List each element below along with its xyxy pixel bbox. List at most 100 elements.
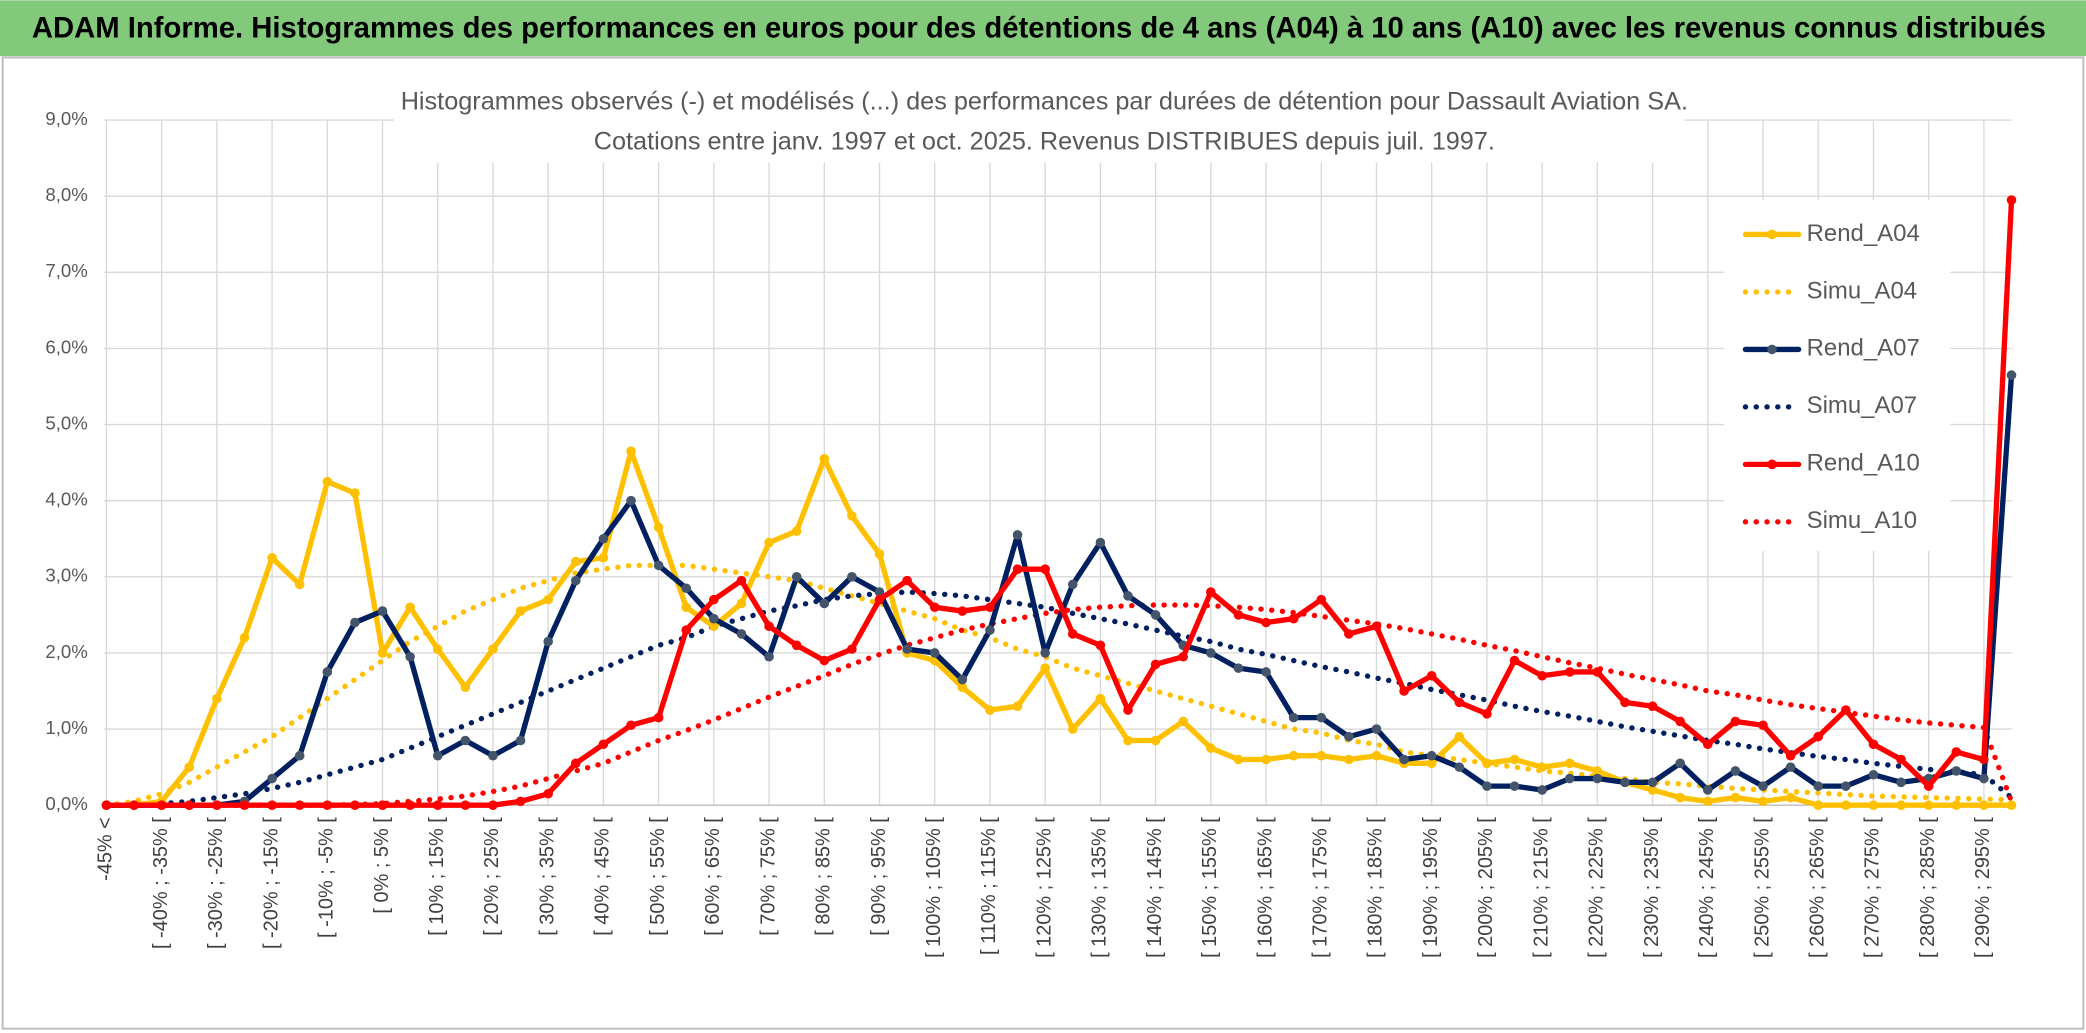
data-point <box>1344 754 1354 765</box>
x-tick-label: [ 10% ; 15% [ <box>426 817 448 936</box>
data-point <box>377 648 388 658</box>
data-point <box>1923 781 1934 791</box>
data-point <box>432 644 443 654</box>
data-point <box>571 758 581 769</box>
data-point <box>626 446 636 456</box>
data-point <box>1923 800 1934 810</box>
y-tick-label: 6,0% <box>45 336 87 357</box>
data-point <box>460 800 471 810</box>
data-point <box>1095 693 1106 704</box>
data-point <box>598 739 609 750</box>
data-point <box>2006 370 2017 380</box>
data-point <box>294 579 305 590</box>
data-point <box>571 556 581 567</box>
data-point <box>1896 754 1906 765</box>
x-tick-label: [ 160% ; 165% [ <box>1254 817 1276 958</box>
data-point <box>1675 716 1685 727</box>
data-point <box>1868 800 1879 810</box>
data-point <box>1509 655 1520 666</box>
data-point <box>1841 800 1851 810</box>
data-point <box>515 796 526 807</box>
data-point <box>1344 629 1354 639</box>
data-point <box>1813 781 1824 791</box>
data-point <box>1896 800 1906 810</box>
data-point <box>405 800 415 810</box>
data-point <box>1730 716 1741 727</box>
y-tick-label: 2,0% <box>45 641 87 662</box>
data-point <box>1426 758 1437 769</box>
y-tick-label: 3,0% <box>45 565 87 586</box>
data-point <box>709 594 719 605</box>
x-tick-label: [ 60% ; 65% [ <box>702 817 724 936</box>
data-point <box>1592 667 1603 677</box>
data-point <box>1868 769 1879 780</box>
data-point <box>791 572 802 582</box>
data-point <box>653 560 664 571</box>
data-point <box>1758 781 1768 791</box>
data-point <box>819 655 830 666</box>
data-point <box>1979 800 1989 810</box>
data-point <box>1758 796 1768 807</box>
data-point <box>432 750 443 761</box>
data-point <box>1150 735 1161 746</box>
data-point <box>405 651 415 662</box>
data-point <box>1703 796 1713 807</box>
data-point <box>736 629 747 639</box>
data-point <box>791 526 802 536</box>
data-point <box>1482 781 1492 791</box>
chart-subtitle: Cotations entre janv. 1997 et oct. 2025.… <box>594 127 1495 155</box>
data-point <box>1454 762 1465 772</box>
data-point <box>1509 781 1520 791</box>
data-point <box>1730 766 1741 776</box>
data-point <box>571 575 581 586</box>
data-point <box>515 606 526 616</box>
data-point <box>1344 731 1354 742</box>
data-point <box>1012 701 1023 712</box>
data-point <box>1123 705 1133 715</box>
data-point <box>1233 610 1244 620</box>
x-tick-label: [ 180% ; 185% [ <box>1365 817 1387 958</box>
data-point <box>1592 773 1603 784</box>
data-point <box>1233 663 1244 673</box>
legend-label: Rend_A10 <box>1807 450 1920 477</box>
data-point <box>681 625 692 635</box>
data-point <box>902 644 912 654</box>
data-point <box>1150 610 1161 620</box>
data-point <box>267 552 277 563</box>
chart-frame <box>1 56 2085 1030</box>
data-point <box>294 800 305 810</box>
data-point <box>432 800 443 810</box>
data-point <box>1564 773 1575 784</box>
legend-label: Simu_A07 <box>1807 392 1917 419</box>
legend-label: Simu_A10 <box>1807 507 1917 534</box>
data-point <box>1288 750 1299 761</box>
data-point <box>1482 758 1492 769</box>
data-point <box>1261 617 1271 628</box>
x-tick-label: [ 150% ; 155% [ <box>1199 817 1221 958</box>
observed-line <box>103 372 2015 808</box>
data-point <box>1040 648 1050 658</box>
data-point <box>1896 777 1906 788</box>
data-point <box>985 705 995 715</box>
x-tick-label: [ 100% ; 105% [ <box>923 817 945 958</box>
data-point <box>1675 758 1685 769</box>
data-point <box>1123 735 1133 746</box>
observed-line <box>103 197 2015 808</box>
data-point <box>1647 701 1658 712</box>
data-point <box>322 476 333 487</box>
data-point <box>1178 651 1188 662</box>
data-point <box>543 636 553 647</box>
data-point <box>460 735 471 746</box>
y-tick-label: 8,0% <box>45 184 87 205</box>
data-point <box>1785 792 1796 803</box>
data-point <box>1951 800 1962 810</box>
x-tick-label: [ 140% ; 145% [ <box>1144 817 1166 958</box>
data-point <box>874 594 885 605</box>
x-tick-label: [ 260% ; 265% [ <box>1806 817 1828 958</box>
x-tick-label: [ 50% ; 55% [ <box>647 817 669 936</box>
data-point <box>212 693 222 704</box>
legend-marker <box>1767 344 1777 355</box>
data-point <box>847 511 857 521</box>
